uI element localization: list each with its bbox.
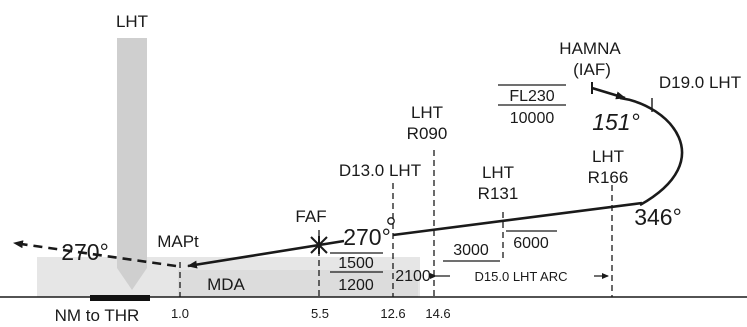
arc-alt-max: 6000 [513,235,549,252]
faf-label: FAF [295,207,326,226]
iaf-name: HAMNA [559,39,621,58]
mda-label: MDA [207,275,245,294]
d13-altitude: 2100 [395,268,431,285]
heading-270-degree-mark [388,218,394,224]
iaf-alt-lower: 10000 [510,110,555,127]
d13-label: D13.0 LHT [339,161,421,180]
heading-151: 151° [592,109,640,135]
distance-tick-3: 12.6 [380,306,405,321]
heading-270-missed: 270° [61,239,109,265]
faf-alt-lower: 1200 [338,277,374,294]
r131-station: LHT [482,163,514,182]
heading-346: 346° [634,204,682,230]
intermediate-track [393,203,642,235]
iaf-dme: D19.0 LHT [659,73,741,92]
distance-tick-4: 14.6 [425,306,450,321]
distance-tick-2: 5.5 [311,306,329,321]
r090-radial: R090 [407,124,448,143]
r166-radial: R166 [588,168,629,187]
iaf-alt-upper: FL230 [509,88,554,105]
station-beam [117,38,147,290]
r090-station: LHT [411,103,443,122]
r131-radial: R131 [478,184,519,203]
station-label: LHT [116,12,148,31]
faf-alt-upper: 1500 [338,255,374,272]
iaf-track [592,88,625,98]
heading-270-final: 270° [343,224,391,250]
mapt-label: MAPt [157,232,199,251]
distance-axis-label: NM to THR [55,306,140,325]
runway-threshold [90,295,150,301]
r166-station: LHT [592,147,624,166]
arc-label: D15.0 LHT ARC [475,269,568,284]
iaf-role: (IAF) [573,60,611,79]
distance-tick-1: 1.0 [171,306,189,321]
arc-alt-min: 3000 [453,242,489,259]
